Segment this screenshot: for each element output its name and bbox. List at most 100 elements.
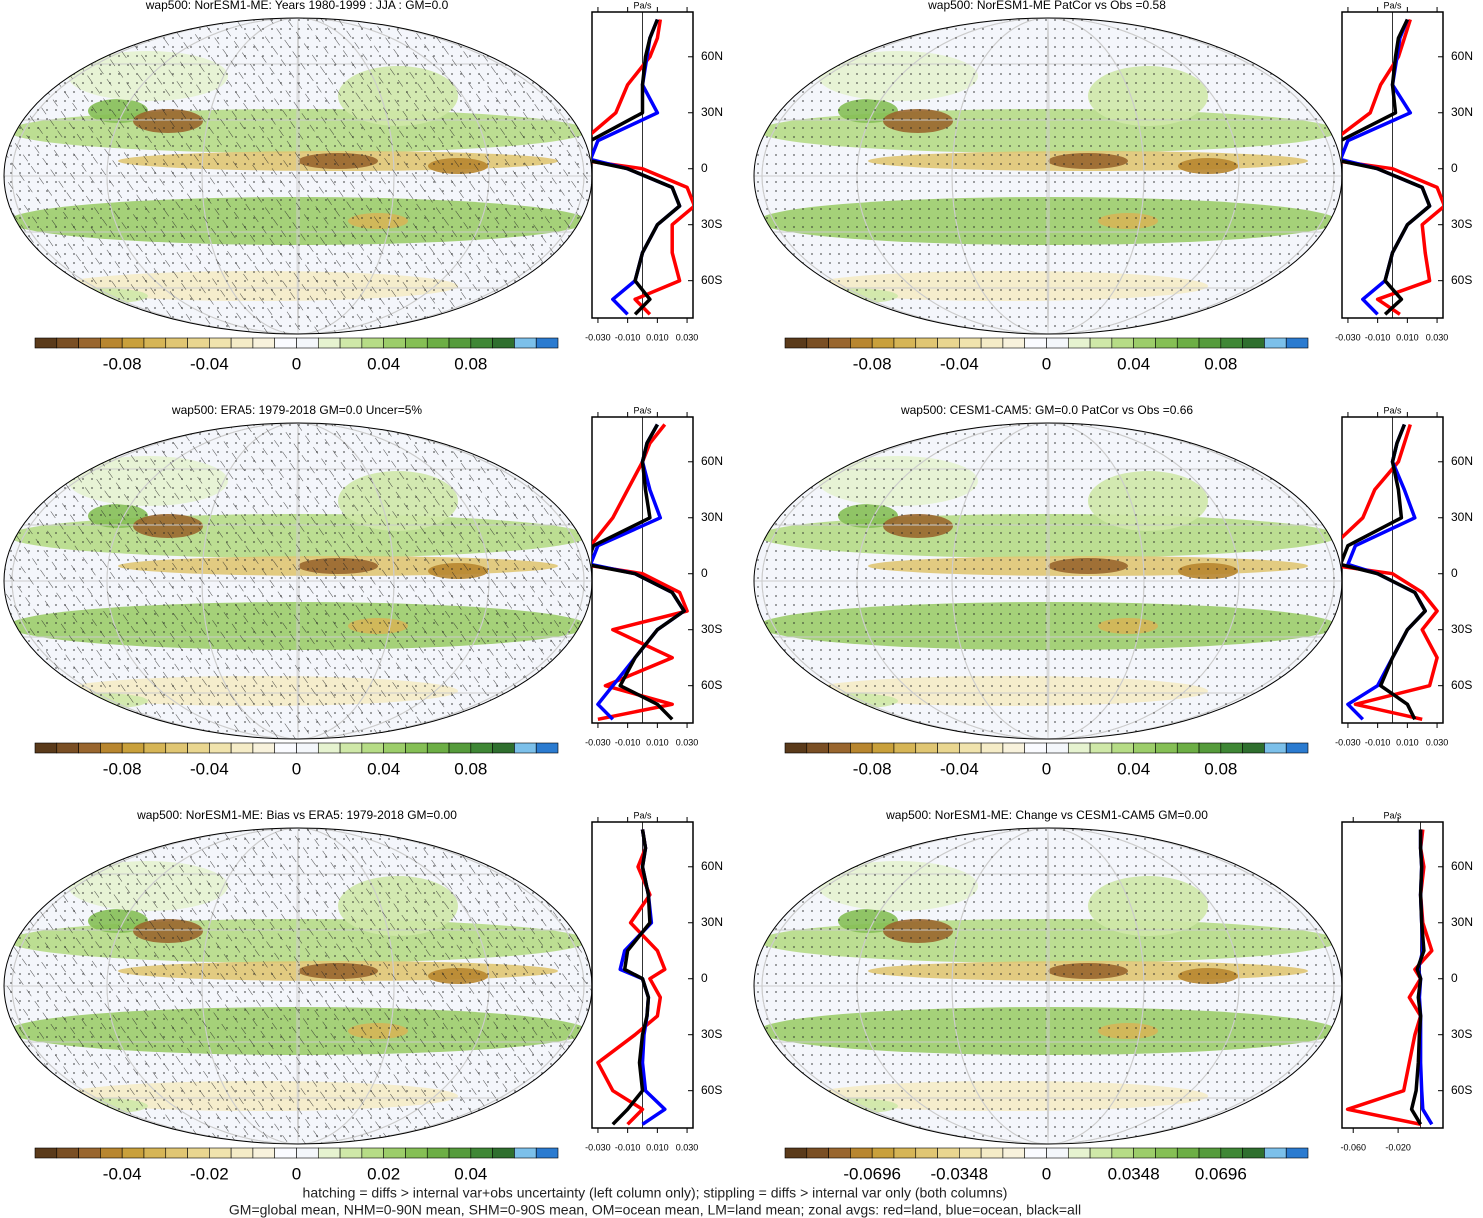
colorbar-cell <box>121 742 145 754</box>
map <box>4 828 592 1144</box>
colorbar-cell <box>470 1147 493 1159</box>
map <box>4 18 592 334</box>
zonal-profile <box>592 423 689 722</box>
colorbar-cell <box>514 337 537 349</box>
x-tick-label: 0.010 <box>646 737 669 747</box>
x-tick-label: 0.030 <box>676 1142 699 1152</box>
colorbar-cell <box>1285 1147 1309 1159</box>
colorbar-label: -0.04 <box>940 354 979 373</box>
colorbar-cell <box>361 742 384 754</box>
y-tick-label: 0 <box>1451 566 1458 580</box>
colorbar-cell <box>252 337 276 349</box>
colorbar-cell <box>317 742 341 754</box>
zonal-profile <box>1342 18 1432 316</box>
x-tick-label: -0.010 <box>615 332 641 342</box>
colorbar-cell <box>1264 1147 1287 1159</box>
colorbar-cell <box>535 742 559 754</box>
colorbar-cell <box>317 337 341 349</box>
panel-title: wap500: ERA5: 1979-2018 GM=0.0 Uncer=5% <box>171 403 422 417</box>
y-tick-label: 30N <box>1451 510 1473 524</box>
colorbar-label: -0.08 <box>853 759 892 778</box>
colorbar-cell <box>492 742 515 754</box>
zonal-profile <box>592 423 686 721</box>
zonal-profile <box>1342 18 1443 316</box>
colorbar-cell <box>361 1147 384 1159</box>
colorbar-label: 0.04 <box>1117 354 1150 373</box>
colorbar-cell <box>784 742 808 754</box>
colorbar-cell <box>296 337 319 349</box>
y-tick-label: 30N <box>1451 105 1473 119</box>
colorbar-cell <box>209 1147 232 1159</box>
y-tick-label: 30N <box>701 510 723 524</box>
colorbar-cell <box>1024 337 1047 349</box>
x-tick-label: -0.010 <box>1365 737 1391 747</box>
colorbar-label: 0.08 <box>454 354 487 373</box>
y-tick-label: 0 <box>701 161 708 175</box>
colorbar-cell <box>915 337 938 349</box>
y-tick-label: 60S <box>701 678 722 692</box>
colorbar-cell <box>893 1147 917 1159</box>
colorbar-cell <box>1264 337 1287 349</box>
colorbar-label: 0.08 <box>1204 354 1237 373</box>
x-tick-label: 0.030 <box>1426 332 1449 342</box>
colorbar-cell <box>514 1147 537 1159</box>
profile-frame <box>1341 821 1444 1129</box>
map <box>754 423 1342 739</box>
colorbar-cell <box>1220 1147 1243 1159</box>
colorbar-label: -0.0348 <box>930 1164 988 1183</box>
colorbar-cell <box>850 1147 873 1159</box>
colorbar-label: 0.08 <box>1204 759 1237 778</box>
colorbar-cell <box>828 742 851 754</box>
colorbar-label: 0 <box>292 1164 301 1183</box>
colorbar-label: 0.04 <box>454 1164 487 1183</box>
y-tick-label: 60S <box>701 1083 722 1097</box>
colorbar-cell <box>871 1147 895 1159</box>
colorbar-cell <box>1155 1147 1178 1159</box>
stippling <box>754 18 1342 334</box>
y-tick-label: 60N <box>701 454 723 468</box>
colorbar-cell <box>56 1147 79 1159</box>
colorbar-cell <box>1133 337 1156 349</box>
colorbar-label: 0 <box>1042 1164 1051 1183</box>
colorbar-cell <box>339 742 363 754</box>
profile-unit: Pa/s <box>1383 0 1402 10</box>
colorbar-cell <box>1242 742 1265 754</box>
hatching <box>4 18 592 334</box>
x-tick-label: 0.030 <box>676 737 699 747</box>
colorbar-cell <box>121 1147 145 1159</box>
colorbar-label: -0.08 <box>103 354 142 373</box>
colorbar-cell <box>1046 742 1069 754</box>
colorbar-cell <box>1089 1147 1113 1159</box>
colorbar-cell <box>405 337 428 349</box>
y-tick-label: 30S <box>701 1027 722 1041</box>
colorbar-label: 0.04 <box>367 759 400 778</box>
colorbar-cell <box>1067 1147 1091 1159</box>
y-tick-label: 60N <box>701 859 723 873</box>
x-tick-label: 0.030 <box>1426 737 1449 747</box>
colorbar-cell <box>959 1147 982 1159</box>
colorbar-cell <box>1198 742 1222 754</box>
colorbar-label: 0.04 <box>367 354 400 373</box>
stippling <box>754 828 1342 1144</box>
colorbar-cell <box>937 742 960 754</box>
x-tick-label: -0.030 <box>585 1142 611 1152</box>
colorbar-cell <box>1220 742 1243 754</box>
colorbar-cell <box>143 337 167 349</box>
colorbar-cell <box>470 742 493 754</box>
y-tick-label: 60N <box>701 49 723 63</box>
colorbar-cell <box>784 337 808 349</box>
colorbar-cell <box>448 337 472 349</box>
colorbar-cell <box>937 337 960 349</box>
y-tick-label: 60N <box>1451 49 1473 63</box>
colorbar-cell <box>980 742 1004 754</box>
colorbar-cell <box>230 1147 254 1159</box>
colorbar-cell <box>1111 742 1134 754</box>
colorbar-cell <box>514 742 537 754</box>
footer-line: hatching = diffs > internal var+obs unce… <box>303 1185 1008 1201</box>
colorbar-label: -0.08 <box>103 759 142 778</box>
profile-unit: Pa/s <box>633 405 652 415</box>
x-tick-label: -0.010 <box>615 1142 641 1152</box>
x-tick-label: -0.030 <box>1335 737 1361 747</box>
